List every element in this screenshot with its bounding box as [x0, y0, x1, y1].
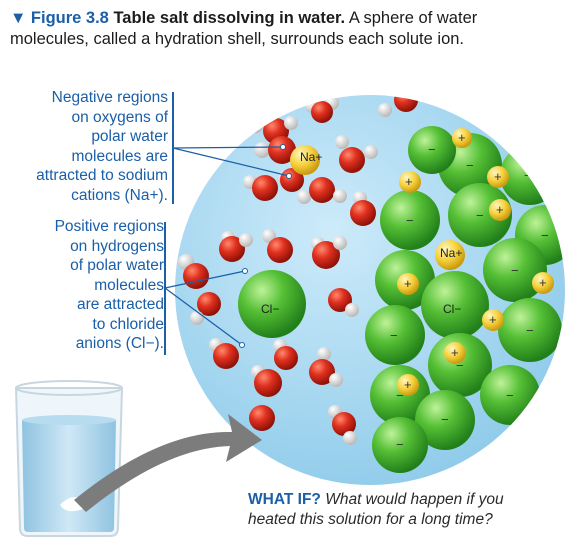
pos-line-5: are attracted: [76, 296, 164, 313]
what-if-question: WHAT IF? What would happen if you heated…: [248, 490, 504, 530]
caption-text-2: molecules, called a hydration shell, sur…: [10, 30, 465, 48]
plus-sign: +: [539, 275, 547, 290]
bracket-positive: [164, 222, 166, 355]
what-if-heading: WHAT IF?: [248, 491, 321, 508]
beaker: [14, 380, 124, 537]
neg-line-2: on oxygens of: [71, 108, 168, 126]
caption-text-1: A sphere of water: [348, 9, 478, 27]
label-negative-regions: Negative regions on oxygens of polar wat…: [36, 88, 168, 205]
label-positive-regions: Positive regions on hydrogens of polar w…: [55, 217, 164, 354]
pos-line-7: anions (Cl−).: [75, 335, 164, 352]
minus-sign: −: [428, 142, 436, 157]
pos-line-4: molecules: [94, 276, 164, 294]
sodium-label: Na+: [300, 150, 322, 164]
leader-lines: [164, 146, 290, 346]
pos-line-1: Positive regions: [54, 218, 164, 235]
minus-sign: −: [441, 412, 449, 427]
water-molecules: [178, 95, 418, 445]
crystal-sodium-label: Na+: [440, 246, 462, 260]
minus-sign: −: [466, 158, 474, 173]
pos-line-6: to chloride: [92, 315, 164, 333]
minus-sign: −: [476, 208, 484, 223]
plus-sign: +: [451, 345, 459, 360]
dissolved-sodium-ion: [290, 145, 320, 175]
crystal-sodium-ion: [435, 240, 465, 270]
minus-sign: −: [456, 358, 464, 373]
minus-sign: −: [506, 388, 514, 403]
minus-sign: −: [406, 213, 414, 228]
neg-line-5: attracted to sodium: [36, 167, 168, 184]
figure-caption: ▼ Figure 3.8 Table salt dissolving in wa…: [10, 8, 562, 50]
zoom-arrow: [74, 414, 262, 512]
plus-sign: +: [496, 202, 504, 217]
minus-sign: −: [396, 437, 404, 452]
plus-sign: +: [404, 377, 412, 392]
figure-title: Table salt dissolving in water.: [113, 9, 346, 27]
bracket-negative: [172, 92, 174, 204]
neg-line-3: polar water: [91, 128, 168, 145]
figure-label: ▼ Figure 3.8: [10, 9, 109, 27]
pos-line-3: of polar water: [70, 257, 164, 274]
neg-line-4: molecules are: [71, 147, 169, 165]
plus-sign: +: [404, 276, 412, 291]
neg-line-1: Negative regions: [51, 89, 168, 106]
crystal-chloride-label: Cl−: [443, 302, 461, 316]
what-if-line-1: What would happen if you: [325, 491, 504, 508]
plus-sign: +: [494, 169, 502, 184]
plus-sign: +: [489, 312, 497, 327]
minus-sign: −: [390, 328, 398, 343]
pos-line-2: on hydrogens: [70, 237, 164, 255]
what-if-line-2: heated this solution for a long time?: [248, 511, 493, 528]
leader-dots: [239, 144, 292, 348]
charge-signs: + ++++++++−−−− −−−− −−− −−−: [390, 130, 549, 452]
dissolved-chloride-ion: [238, 270, 306, 338]
minus-sign: −: [511, 263, 519, 278]
minus-sign: −: [541, 228, 549, 243]
plus-sign: +: [458, 130, 466, 145]
minus-sign: −: [396, 388, 404, 403]
plus-sign: +: [405, 174, 413, 189]
neg-line-6: cations (Na+).: [71, 186, 168, 204]
minus-sign: −: [526, 323, 534, 338]
chloride-label: Cl−: [261, 302, 279, 316]
minus-sign: −: [524, 168, 532, 183]
